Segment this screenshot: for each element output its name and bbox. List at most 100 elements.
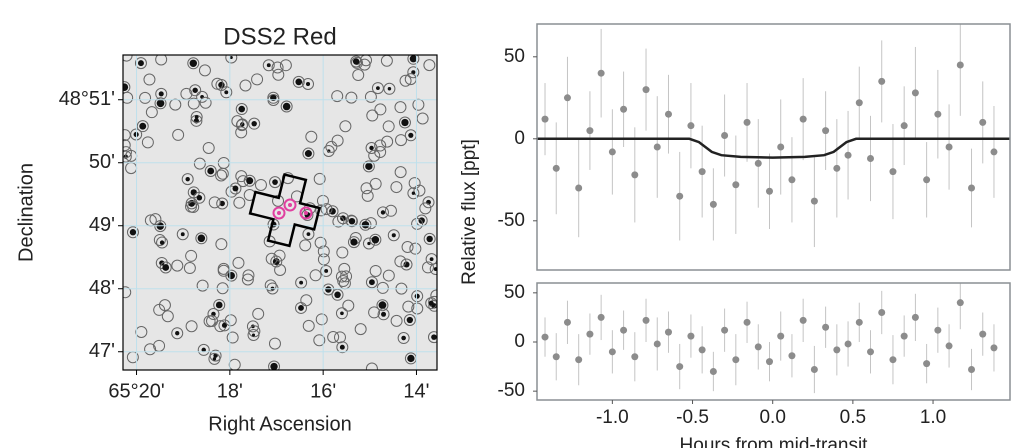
star-marker: [421, 261, 434, 274]
star-marker: [374, 139, 387, 152]
star-marker: [423, 59, 436, 72]
star-marker: [252, 307, 265, 320]
star: [123, 83, 129, 91]
data-point: [687, 122, 695, 130]
star-marker: [336, 341, 349, 354]
model-line: [537, 137, 1010, 159]
star-marker: [181, 173, 194, 186]
data-point: [777, 143, 785, 151]
star: [325, 286, 332, 293]
star-marker: [233, 196, 246, 209]
data-point: [855, 318, 863, 326]
y-tick-label: 0: [514, 331, 525, 352]
star: [137, 60, 144, 67]
star-marker: [362, 237, 375, 250]
target-star-core: [288, 203, 292, 207]
data-point: [765, 187, 773, 195]
data-point: [810, 197, 818, 205]
x-tick-label: 14': [403, 380, 429, 402]
star-marker: [313, 334, 326, 347]
star: [376, 86, 380, 90]
star-marker: [254, 178, 267, 191]
star-marker: [251, 73, 264, 86]
star-marker: [232, 256, 245, 269]
star-marker: [246, 320, 259, 333]
star-marker: [235, 126, 248, 139]
star-marker: [317, 253, 330, 266]
data-point: [664, 328, 672, 336]
star: [251, 120, 257, 127]
star: [381, 311, 387, 317]
star-marker: [183, 262, 196, 275]
star-marker: [416, 112, 429, 125]
data-point: [620, 326, 628, 334]
x-tick-label: 0.5: [840, 407, 866, 428]
star-marker: [123, 139, 131, 152]
star-marker: [314, 236, 327, 249]
star-marker: [235, 119, 248, 132]
star: [212, 357, 217, 361]
data-point: [541, 333, 549, 341]
data-point: [945, 143, 953, 151]
star: [350, 238, 358, 246]
y-tick-label: -50: [498, 210, 525, 231]
x-tick-label: -1.0: [596, 407, 629, 428]
star-marker: [149, 213, 162, 226]
data-point: [721, 326, 729, 334]
star-field: [123, 55, 437, 370]
star: [428, 300, 434, 306]
star-marker: [337, 275, 350, 288]
star-marker: [264, 279, 277, 292]
data-point: [810, 366, 818, 374]
data-point: [653, 143, 661, 151]
star: [227, 271, 235, 280]
star: [391, 233, 396, 238]
star-marker: [123, 146, 132, 159]
star-marker: [196, 279, 209, 292]
star-marker: [207, 308, 220, 321]
star-marker: [338, 262, 351, 275]
x-tick-label: 1.0: [920, 407, 946, 428]
star-marker: [384, 204, 397, 217]
data-point: [631, 171, 639, 179]
star-marker: [320, 203, 333, 216]
y-tick-label: -50: [498, 380, 525, 401]
data-point: [878, 77, 886, 85]
star: [369, 145, 374, 151]
star: [194, 115, 199, 119]
star: [213, 353, 218, 358]
star-marker: [345, 91, 358, 104]
star-marker: [292, 75, 305, 88]
star: [306, 232, 311, 236]
data-point: [867, 348, 875, 356]
star-marker: [185, 249, 198, 262]
star-marker: [305, 130, 318, 143]
star-marker: [382, 120, 395, 133]
star-marker: [235, 103, 248, 116]
data-point: [799, 115, 807, 123]
data-point: [788, 176, 796, 184]
star-marker: [171, 327, 184, 340]
star: [221, 322, 228, 328]
star: [270, 362, 278, 370]
star: [409, 55, 418, 63]
star-marker: [123, 150, 132, 163]
star-marker: [376, 206, 389, 219]
star-marker: [315, 313, 328, 326]
star: [433, 267, 437, 271]
data-point: [552, 353, 560, 361]
data-point: [855, 99, 863, 107]
star-marker: [394, 255, 407, 268]
data-point: [642, 86, 650, 94]
data-point: [934, 110, 942, 118]
star-marker: [394, 101, 407, 114]
star: [189, 59, 198, 68]
y-tick-label: 48': [89, 277, 115, 299]
star: [298, 305, 304, 311]
star-marker: [336, 246, 349, 259]
star: [380, 210, 386, 215]
star-marker: [371, 82, 384, 95]
x-tick-label: 0.0: [759, 407, 785, 428]
star-marker: [272, 194, 285, 207]
star-marker: [279, 59, 292, 72]
